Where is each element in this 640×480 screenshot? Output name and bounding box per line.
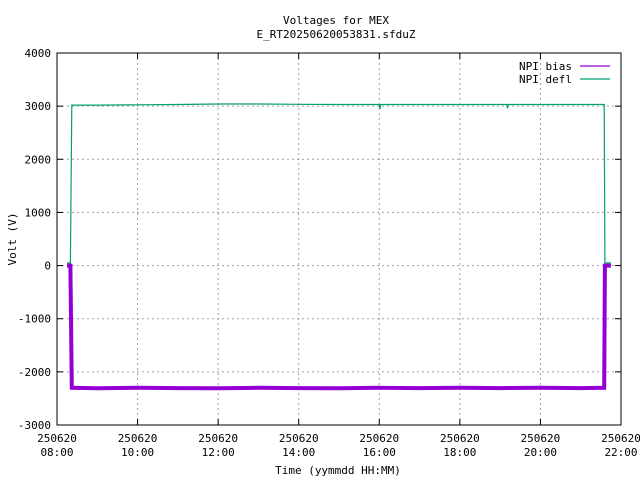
y-axis-label: Volt (V) (6, 213, 19, 266)
x-tick-label: 250620 (37, 432, 77, 445)
series-line-npi-bias (67, 263, 611, 391)
y-tick-label: 4000 (25, 47, 52, 60)
x-tick-label: 08:00 (40, 446, 73, 459)
x-axis-label: Time (yymmdd HH:MM) (275, 464, 401, 477)
x-tick-label: 10:00 (121, 446, 154, 459)
y-tick-label: -2000 (18, 366, 51, 379)
y-tick-label: 0 (44, 260, 51, 273)
chart-subtitle: E_RT20250620053831.sfduZ (257, 28, 416, 41)
y-tick-label: 3000 (25, 100, 52, 113)
x-tick-label: 14:00 (282, 446, 315, 459)
grid-lines (57, 53, 621, 425)
x-tick-label: 18:00 (443, 446, 476, 459)
y-tick-label: -1000 (18, 313, 51, 326)
y-tick-label: 1000 (25, 206, 52, 219)
x-tick-label: 250620 (118, 432, 158, 445)
x-tick-label: 250620 (521, 432, 561, 445)
chart-title: Voltages for MEX (283, 14, 389, 27)
legend-label: NPI defl (519, 73, 572, 86)
x-tick-label: 250620 (279, 432, 319, 445)
axis-ticks: -3000-2000-10000100020003000400025062008… (18, 47, 640, 459)
x-tick-label: 250620 (601, 432, 640, 445)
plot-border (56, 52, 622, 426)
series-group (67, 103, 611, 391)
y-tick-label: -3000 (18, 419, 51, 432)
legend-label: NPI bias (519, 60, 572, 73)
x-tick-label: 12:00 (202, 446, 235, 459)
x-tick-label: 250620 (440, 432, 480, 445)
x-tick-label: 250620 (359, 432, 399, 445)
y-tick-label: 2000 (25, 153, 52, 166)
x-tick-label: 16:00 (363, 446, 396, 459)
x-tick-label: 20:00 (524, 446, 557, 459)
x-tick-label: 22:00 (604, 446, 637, 459)
series-line-npi-defl (67, 103, 611, 264)
x-tick-label: 250620 (198, 432, 238, 445)
